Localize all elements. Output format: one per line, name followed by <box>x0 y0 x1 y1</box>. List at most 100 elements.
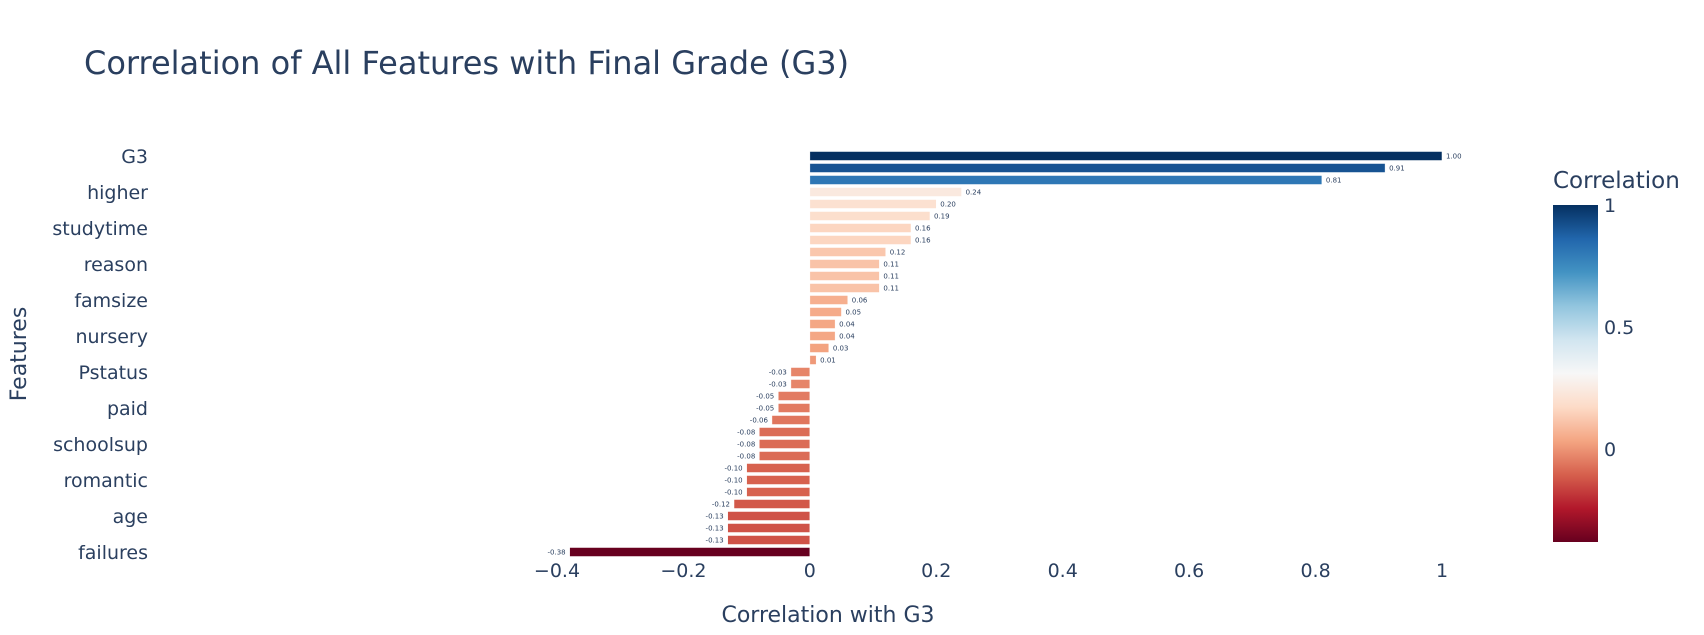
bar <box>771 415 811 425</box>
bar-data-label: 0.11 <box>883 285 899 293</box>
bar-data-label: 0.12 <box>890 249 906 257</box>
bar <box>809 187 962 197</box>
x-tick-label: −0.4 <box>534 560 580 582</box>
y-tick-label: nursery <box>75 326 148 348</box>
bar-data-label: -0.13 <box>706 525 724 533</box>
bar-data-label: 0.11 <box>883 261 899 269</box>
bar <box>809 307 842 317</box>
bar <box>778 391 811 401</box>
bars-group <box>569 151 1443 557</box>
bar <box>809 331 836 341</box>
bar <box>809 151 1443 161</box>
bar-data-label: -0.10 <box>725 465 743 473</box>
bar-data-label: 0.16 <box>915 225 931 233</box>
bar <box>727 535 811 545</box>
x-tick-label: 0.2 <box>921 560 951 582</box>
bar-data-label: 0.01 <box>820 357 836 365</box>
bar <box>746 475 811 485</box>
bar-data-label: 0.91 <box>1389 165 1405 173</box>
bar-data-label: 0.81 <box>1326 177 1342 185</box>
bar <box>809 295 849 305</box>
bar-data-label: -0.10 <box>725 489 743 497</box>
y-tick-label: Pstatus <box>78 362 148 384</box>
bar-data-label: 0.11 <box>883 273 899 281</box>
y-tick-label: age <box>113 506 148 528</box>
bar-data-label: 0.03 <box>833 345 849 353</box>
x-tick-labels: −0.4 −0.2 0 0.2 0.4 0.6 0.8 1 <box>534 560 1448 582</box>
y-axis-title: Features <box>7 307 32 402</box>
bar-data-label: -0.13 <box>706 537 724 545</box>
bar-data-label: 0.04 <box>839 321 855 329</box>
data-labels-group: 1.000.910.810.240.200.190.160.160.120.11… <box>548 153 1462 557</box>
bar <box>809 163 1386 173</box>
bar <box>569 547 811 557</box>
colorbar-ticks: 10.50 <box>1604 195 1634 461</box>
bar-data-label: -0.08 <box>737 429 755 437</box>
bar-data-label: 0.16 <box>915 237 931 245</box>
y-tick-label: studytime <box>52 218 148 240</box>
bar <box>809 211 931 221</box>
bar <box>809 223 912 233</box>
bar-data-label: -0.06 <box>750 417 769 425</box>
bar <box>759 451 811 461</box>
x-tick-label: 1 <box>1436 560 1448 582</box>
colorbar-tick-label: 0 <box>1604 439 1616 461</box>
bar-data-label: -0.08 <box>737 453 755 461</box>
bar-data-label: 1.00 <box>1446 153 1462 161</box>
x-tick-label: 0.4 <box>1048 560 1078 582</box>
bar-data-label: 0.19 <box>934 213 950 221</box>
y-tick-labels: G3 higher studytime reason famsize nursery Pst… <box>52 146 148 564</box>
bar <box>778 403 811 413</box>
bar <box>790 379 811 389</box>
bar <box>809 283 880 293</box>
colorbar-tick-label: 0.5 <box>1604 317 1634 339</box>
bar <box>727 511 811 521</box>
bar <box>809 343 830 353</box>
y-tick-label: romantic <box>64 470 148 492</box>
bar-data-label: -0.05 <box>756 393 774 401</box>
bar <box>746 463 811 473</box>
colorbar-gradient <box>1553 205 1598 542</box>
bar <box>746 487 811 497</box>
y-tick-label: paid <box>107 398 148 420</box>
bar <box>809 199 937 209</box>
bar <box>809 235 912 245</box>
bar <box>733 499 811 509</box>
y-tick-label: reason <box>84 254 148 276</box>
colorbar-tick-label: 1 <box>1604 195 1616 217</box>
bar <box>809 247 886 257</box>
bar <box>809 271 880 281</box>
bar <box>809 355 817 365</box>
y-tick-label: famsize <box>74 290 148 312</box>
bar-data-label: -0.12 <box>712 501 730 509</box>
y-tick-label: failures <box>78 542 148 564</box>
bar <box>790 367 811 377</box>
bar <box>809 259 880 269</box>
bar-data-label: -0.03 <box>769 369 787 377</box>
x-tick-label: 0 <box>804 560 816 582</box>
y-tick-label: higher <box>87 182 148 204</box>
bar-data-label: -0.03 <box>769 381 787 389</box>
bar <box>759 439 811 449</box>
x-axis-title: Correlation with G3 <box>721 603 934 628</box>
bar-data-label: 0.04 <box>839 333 855 341</box>
bar-data-label: 0.24 <box>966 189 982 197</box>
bar <box>809 175 1323 185</box>
colorbar: Correlation 10.50 <box>1553 168 1680 542</box>
bar-data-label: -0.13 <box>706 513 724 521</box>
bar <box>809 319 836 329</box>
bar-data-label: -0.05 <box>756 405 774 413</box>
bar-data-label: -0.08 <box>737 441 755 449</box>
bar <box>759 427 811 437</box>
x-tick-label: 0.8 <box>1300 560 1330 582</box>
x-tick-label: 0.6 <box>1174 560 1204 582</box>
chart-title: Correlation of All Features with Final G… <box>84 44 849 82</box>
x-tick-label: −0.2 <box>660 560 706 582</box>
bar-data-label: -0.38 <box>548 549 566 557</box>
bar-data-label: 0.20 <box>940 201 956 209</box>
colorbar-title: Correlation <box>1553 168 1680 194</box>
bar-data-label: 0.05 <box>845 309 861 317</box>
bar-data-label: 0.06 <box>852 297 868 305</box>
y-tick-label: schoolsup <box>53 434 148 456</box>
